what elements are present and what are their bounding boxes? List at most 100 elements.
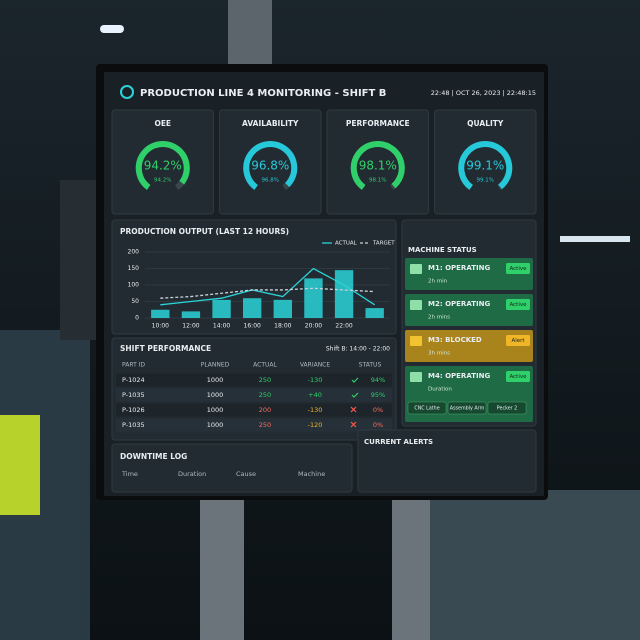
table-cell: 250 bbox=[259, 376, 271, 384]
table-cell: -120 bbox=[308, 421, 323, 429]
table-cell: 0% bbox=[373, 406, 383, 414]
ceiling-light bbox=[100, 25, 124, 33]
kpi-sublabel: 94.2% bbox=[154, 178, 171, 184]
machine-icon bbox=[410, 372, 422, 382]
line bbox=[160, 287, 375, 299]
ceiling-light bbox=[560, 236, 630, 242]
panel bbox=[111, 443, 353, 493]
machine-badge-label: Active bbox=[509, 266, 527, 272]
gauge-arc bbox=[350, 141, 405, 195]
table-cell: 1000 bbox=[207, 391, 224, 399]
bar bbox=[181, 311, 201, 318]
table-cell: P-1035 bbox=[122, 421, 145, 429]
table-cell: 250 bbox=[259, 391, 271, 399]
machine-name: M2: OPERATING bbox=[428, 300, 490, 308]
table-cell: 200 bbox=[259, 406, 271, 414]
table-header: VARIANCE bbox=[300, 362, 331, 369]
machine-time: 2h mins bbox=[428, 315, 450, 321]
machine-name: M1: OPERATING bbox=[428, 264, 490, 272]
table-cell: 1000 bbox=[207, 376, 224, 384]
downtime-title: DOWNTIME LOG bbox=[120, 452, 187, 461]
header-datetime: 22:48 | OCT 26, 2023 | 22:48:15 bbox=[431, 89, 536, 97]
x-tick-label: 20:00 bbox=[305, 323, 322, 330]
kpi-title: OEE bbox=[154, 119, 171, 128]
machine-tag bbox=[447, 401, 487, 415]
x-tick-label: 10:00 bbox=[152, 323, 169, 330]
machine-badge bbox=[506, 371, 530, 382]
gauge-arc bbox=[135, 141, 190, 195]
table-row bbox=[116, 373, 392, 387]
machine-tag-label: Assembly Arm bbox=[450, 406, 485, 412]
status-cross bbox=[350, 421, 357, 428]
alerts-title: CURRENT ALERTS bbox=[364, 438, 433, 446]
y-tick-label: 100 bbox=[128, 282, 140, 289]
machine-status-title: MACHINE STATUS bbox=[408, 246, 477, 254]
shift-title: SHIFT PERFORMANCE bbox=[120, 344, 211, 353]
gauge-arc bbox=[243, 141, 298, 195]
shift-range: Shift B: 14:00 - 22:00 bbox=[326, 346, 390, 353]
worker-vest bbox=[0, 415, 40, 515]
machine-card bbox=[405, 294, 533, 326]
table-cell: 250 bbox=[259, 421, 271, 429]
machine-name: M3: BLOCKED bbox=[428, 336, 482, 344]
machine-name: M4: OPERATING bbox=[428, 372, 490, 380]
downtime-column: Machine bbox=[298, 470, 325, 478]
kpi-value: 94.2% bbox=[144, 159, 182, 173]
machine-icon bbox=[410, 264, 422, 274]
x-tick-label: 22:00 bbox=[335, 323, 352, 330]
table-header: ACTUAL bbox=[253, 362, 277, 369]
monitor-mount bbox=[60, 180, 100, 340]
kpi-sublabel: 99.1% bbox=[477, 178, 494, 184]
line bbox=[160, 267, 376, 306]
y-tick-label: 150 bbox=[128, 265, 140, 272]
kpi-title: PERFORMANCE bbox=[346, 119, 410, 128]
table-cell: P-1024 bbox=[122, 376, 145, 384]
machine-time: Duration bbox=[428, 387, 452, 393]
table-cell: -130 bbox=[308, 376, 323, 384]
bar bbox=[243, 298, 262, 318]
kpi-title: QUALITY bbox=[467, 119, 504, 128]
machine-tag-label: CNC Lathe bbox=[414, 406, 439, 412]
bar bbox=[365, 308, 384, 318]
machine-tag bbox=[407, 401, 447, 415]
kpi-value: 98.1% bbox=[359, 159, 397, 173]
machine-badge bbox=[506, 335, 530, 346]
panel bbox=[326, 109, 429, 215]
machine-badge bbox=[506, 299, 530, 310]
machine-badge-label: Active bbox=[509, 302, 527, 308]
machine-tag bbox=[487, 401, 527, 415]
bar bbox=[334, 270, 354, 318]
table-cell: 1000 bbox=[207, 421, 224, 429]
kpi-sublabel: 98.1% bbox=[369, 178, 386, 184]
panel bbox=[111, 219, 397, 335]
downtime-column: Time bbox=[121, 470, 138, 478]
machine-badge bbox=[506, 263, 530, 274]
table-row bbox=[116, 403, 392, 417]
table-header: STATUS bbox=[359, 362, 382, 369]
table-cell: P-1026 bbox=[122, 406, 145, 414]
table-cell: 94% bbox=[371, 376, 385, 384]
machine-badge-label: Alert bbox=[511, 338, 525, 344]
table-row bbox=[116, 418, 392, 432]
x-tick-label: 18:00 bbox=[274, 323, 291, 330]
x-tick-label: 12:00 bbox=[182, 323, 199, 330]
status-cross bbox=[350, 406, 357, 413]
panel bbox=[219, 109, 322, 215]
machine-card bbox=[405, 330, 533, 362]
machine-time: 3h mins bbox=[428, 351, 450, 357]
gauge-arc bbox=[458, 141, 513, 195]
conveyor bbox=[430, 490, 640, 640]
kpi-value: 96.8% bbox=[251, 159, 289, 173]
bar bbox=[151, 309, 170, 318]
y-tick-label: 50 bbox=[131, 298, 139, 305]
panel bbox=[357, 429, 537, 493]
table-cell: -130 bbox=[308, 406, 323, 414]
dashboard: OEE 94.2% 94.2% AVAILABILITY 96.8% 96.8% PERFO… bbox=[111, 109, 537, 493]
machine-time: 2h min bbox=[428, 279, 448, 285]
table-header: PLANNED bbox=[201, 362, 230, 369]
header-title: PRODUCTION LINE 4 MONITORING - SHIFT B bbox=[140, 88, 386, 99]
chart-title: PRODUCTION OUTPUT (LAST 12 HOURS) bbox=[120, 227, 289, 236]
bar bbox=[273, 299, 292, 318]
